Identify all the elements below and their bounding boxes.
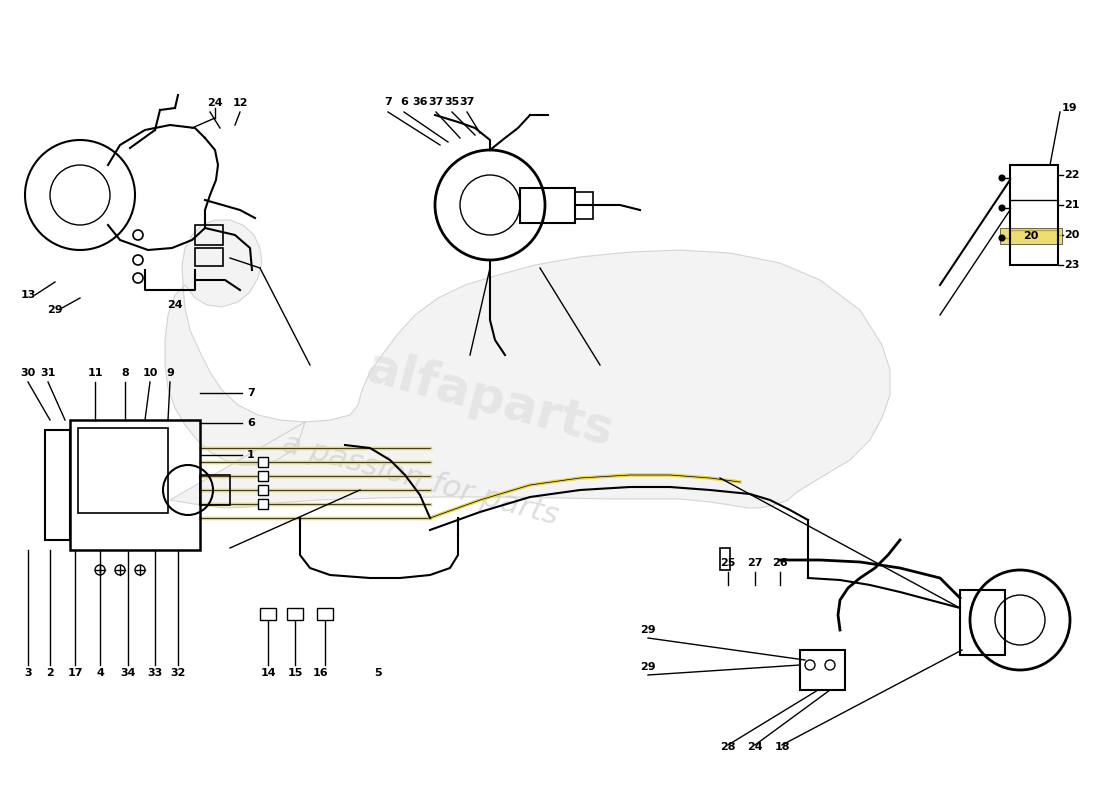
Text: 31: 31 — [41, 368, 56, 378]
Text: 1: 1 — [248, 450, 255, 460]
Bar — [287, 608, 303, 620]
Text: 36: 36 — [412, 97, 428, 107]
Text: 14: 14 — [261, 668, 276, 678]
FancyBboxPatch shape — [1000, 228, 1062, 244]
Bar — [200, 475, 230, 505]
Text: 34: 34 — [120, 668, 135, 678]
Bar — [317, 608, 333, 620]
Text: 18: 18 — [774, 742, 790, 752]
Bar — [960, 590, 1005, 655]
Text: 25: 25 — [720, 558, 736, 568]
Text: 16: 16 — [312, 668, 328, 678]
Text: alfaparts: alfaparts — [361, 344, 619, 456]
Text: 30: 30 — [21, 368, 35, 378]
Bar — [195, 225, 223, 245]
Text: 24: 24 — [207, 98, 223, 108]
Circle shape — [999, 175, 1005, 181]
Circle shape — [999, 205, 1005, 211]
Text: 28: 28 — [720, 742, 736, 752]
Bar — [260, 608, 276, 620]
Bar — [258, 457, 268, 467]
Polygon shape — [165, 220, 890, 508]
Text: 6: 6 — [400, 97, 408, 107]
Text: 21: 21 — [1064, 200, 1079, 210]
Bar — [195, 248, 223, 266]
Text: 29: 29 — [640, 625, 656, 635]
Text: 4: 4 — [96, 668, 103, 678]
Bar — [720, 548, 730, 570]
Text: 20: 20 — [1064, 230, 1079, 240]
Bar — [45, 430, 70, 540]
Text: 15: 15 — [287, 668, 303, 678]
Text: 10: 10 — [142, 368, 157, 378]
Text: 33: 33 — [147, 668, 163, 678]
Text: 26: 26 — [772, 558, 788, 568]
Text: 35: 35 — [444, 97, 460, 107]
Circle shape — [999, 235, 1005, 241]
Text: 7: 7 — [248, 388, 255, 398]
Text: 24: 24 — [747, 742, 762, 752]
Text: 19: 19 — [1062, 103, 1078, 113]
Bar — [520, 188, 575, 223]
Bar — [78, 428, 168, 513]
Text: 29: 29 — [640, 662, 656, 672]
Text: 20: 20 — [1023, 231, 1038, 241]
Bar — [70, 420, 200, 550]
Text: 2: 2 — [46, 668, 54, 678]
Bar — [800, 650, 845, 690]
Text: 22: 22 — [1064, 170, 1079, 180]
Bar — [258, 499, 268, 509]
Text: 11: 11 — [87, 368, 102, 378]
Text: 32: 32 — [170, 668, 186, 678]
Text: 9: 9 — [166, 368, 174, 378]
Text: 24: 24 — [167, 300, 183, 310]
Text: 12: 12 — [232, 98, 248, 108]
Text: 5: 5 — [374, 668, 382, 678]
Text: 7: 7 — [384, 97, 392, 107]
Text: a passion for parts: a passion for parts — [278, 429, 561, 531]
Bar — [258, 485, 268, 495]
Text: 23: 23 — [1064, 260, 1079, 270]
Text: 17: 17 — [67, 668, 82, 678]
Text: 29: 29 — [47, 305, 63, 315]
Text: 27: 27 — [747, 558, 762, 568]
Bar — [258, 471, 268, 481]
Text: 13: 13 — [20, 290, 35, 300]
Bar — [1010, 165, 1058, 265]
Bar — [575, 192, 593, 219]
Text: 3: 3 — [24, 668, 32, 678]
Text: 6: 6 — [248, 418, 255, 428]
Text: 37: 37 — [428, 97, 443, 107]
Text: 8: 8 — [121, 368, 129, 378]
Text: 37: 37 — [460, 97, 475, 107]
